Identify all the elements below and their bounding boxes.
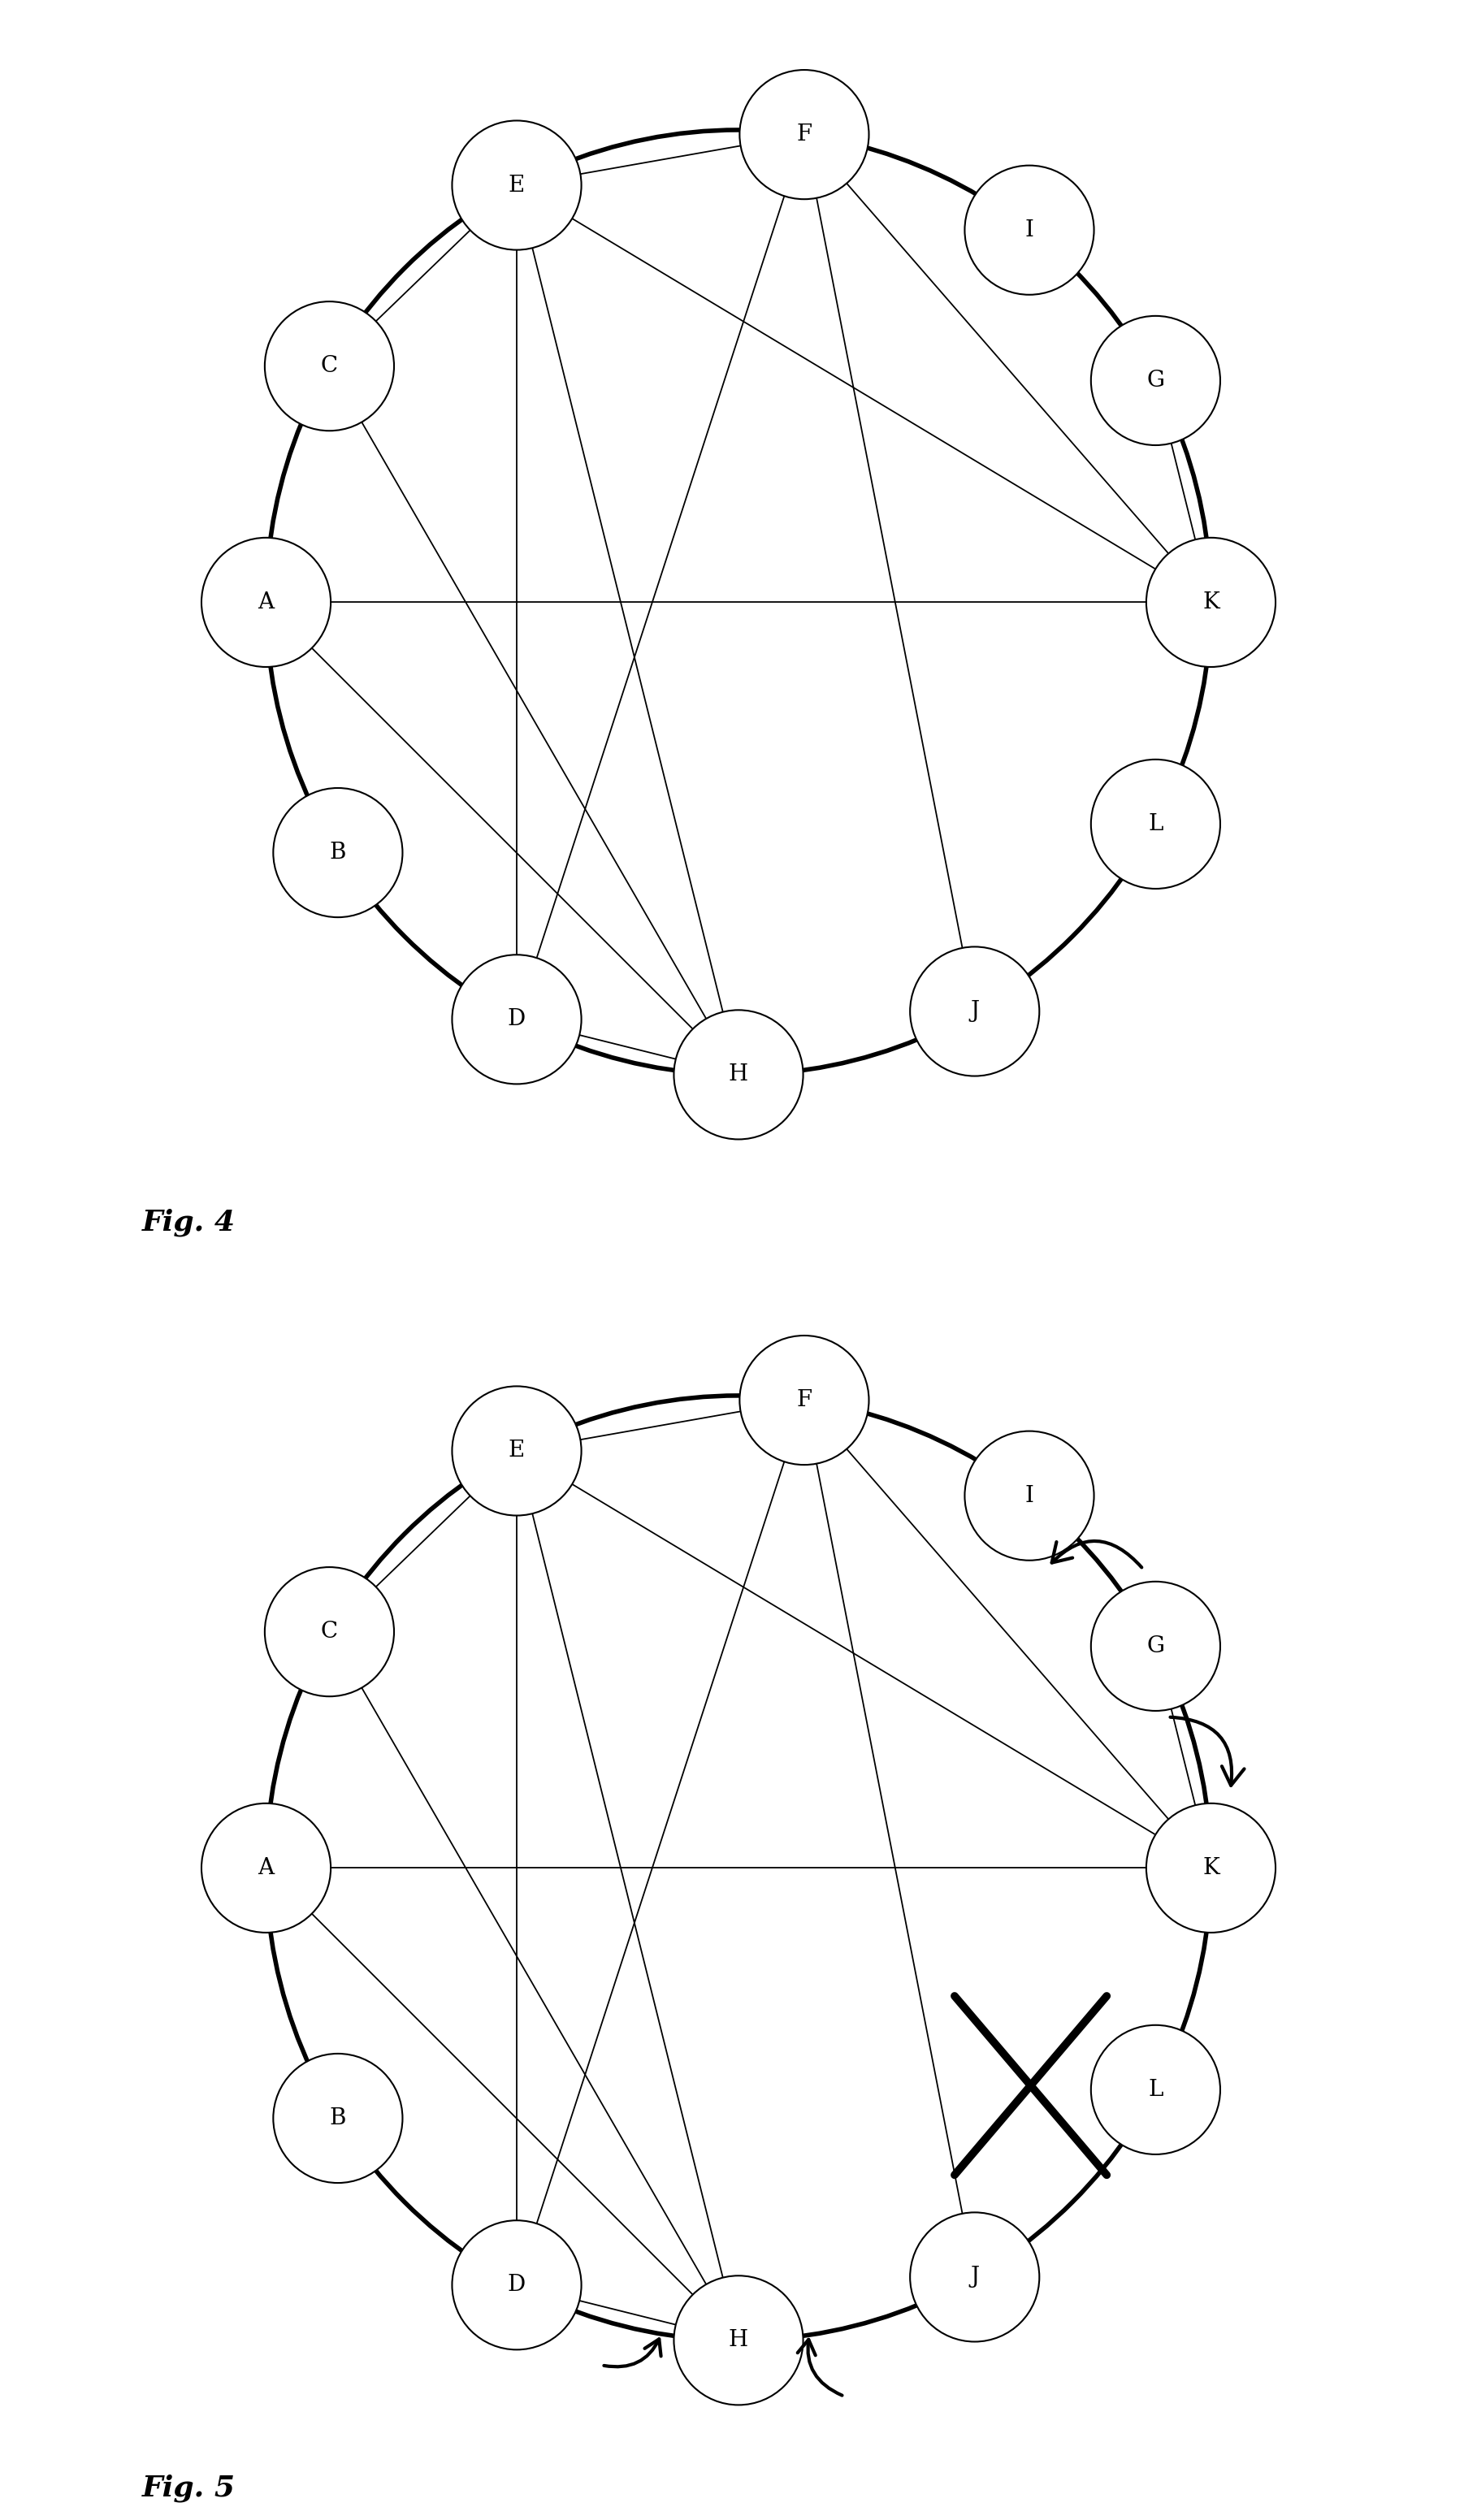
Text: B: B <box>329 842 346 864</box>
Circle shape <box>1146 537 1276 668</box>
Text: H: H <box>728 1063 749 1086</box>
Circle shape <box>264 1567 394 1696</box>
Circle shape <box>1092 2026 1220 2155</box>
Text: L: L <box>1148 814 1162 834</box>
Circle shape <box>1146 1804 1276 1933</box>
Text: L: L <box>1148 2079 1162 2102</box>
Circle shape <box>273 2054 403 2182</box>
Text: Fig. 5: Fig. 5 <box>142 2475 235 2502</box>
Text: K: K <box>1202 592 1220 612</box>
Circle shape <box>452 121 582 249</box>
Text: I: I <box>1025 219 1034 242</box>
Circle shape <box>273 789 403 917</box>
Circle shape <box>264 302 394 431</box>
Circle shape <box>1092 759 1220 890</box>
Text: G: G <box>1146 1635 1164 1658</box>
Text: J: J <box>970 1000 979 1023</box>
Circle shape <box>201 537 331 668</box>
Circle shape <box>1092 1583 1220 1711</box>
Text: E: E <box>508 1439 524 1462</box>
Text: G: G <box>1146 370 1164 391</box>
Text: H: H <box>728 2328 749 2351</box>
Circle shape <box>740 71 868 199</box>
Circle shape <box>452 2220 582 2349</box>
FancyArrowPatch shape <box>1170 1716 1244 1787</box>
Text: C: C <box>321 355 338 378</box>
Text: A: A <box>258 1857 275 1880</box>
Text: E: E <box>508 174 524 197</box>
FancyArrowPatch shape <box>604 2339 662 2366</box>
Text: F: F <box>796 123 812 146</box>
Circle shape <box>964 166 1094 295</box>
Circle shape <box>964 1431 1094 1560</box>
Text: K: K <box>1202 1857 1220 1880</box>
Circle shape <box>740 1336 868 1464</box>
Circle shape <box>674 1011 803 1139</box>
Circle shape <box>452 955 582 1084</box>
Text: D: D <box>508 2273 526 2296</box>
Circle shape <box>452 1386 582 1515</box>
Text: C: C <box>321 1620 338 1643</box>
Circle shape <box>201 1804 331 1933</box>
FancyArrowPatch shape <box>798 2339 842 2397</box>
Text: D: D <box>508 1008 526 1031</box>
Circle shape <box>1092 315 1220 446</box>
Text: F: F <box>796 1389 812 1411</box>
Circle shape <box>674 2276 803 2404</box>
Text: Fig. 4: Fig. 4 <box>142 1207 235 1237</box>
Text: B: B <box>329 2107 346 2129</box>
Circle shape <box>910 2213 1040 2341</box>
Text: A: A <box>258 592 275 612</box>
Text: J: J <box>970 2265 979 2288</box>
FancyArrowPatch shape <box>1052 1542 1142 1567</box>
Text: I: I <box>1025 1484 1034 1507</box>
Circle shape <box>910 948 1040 1076</box>
